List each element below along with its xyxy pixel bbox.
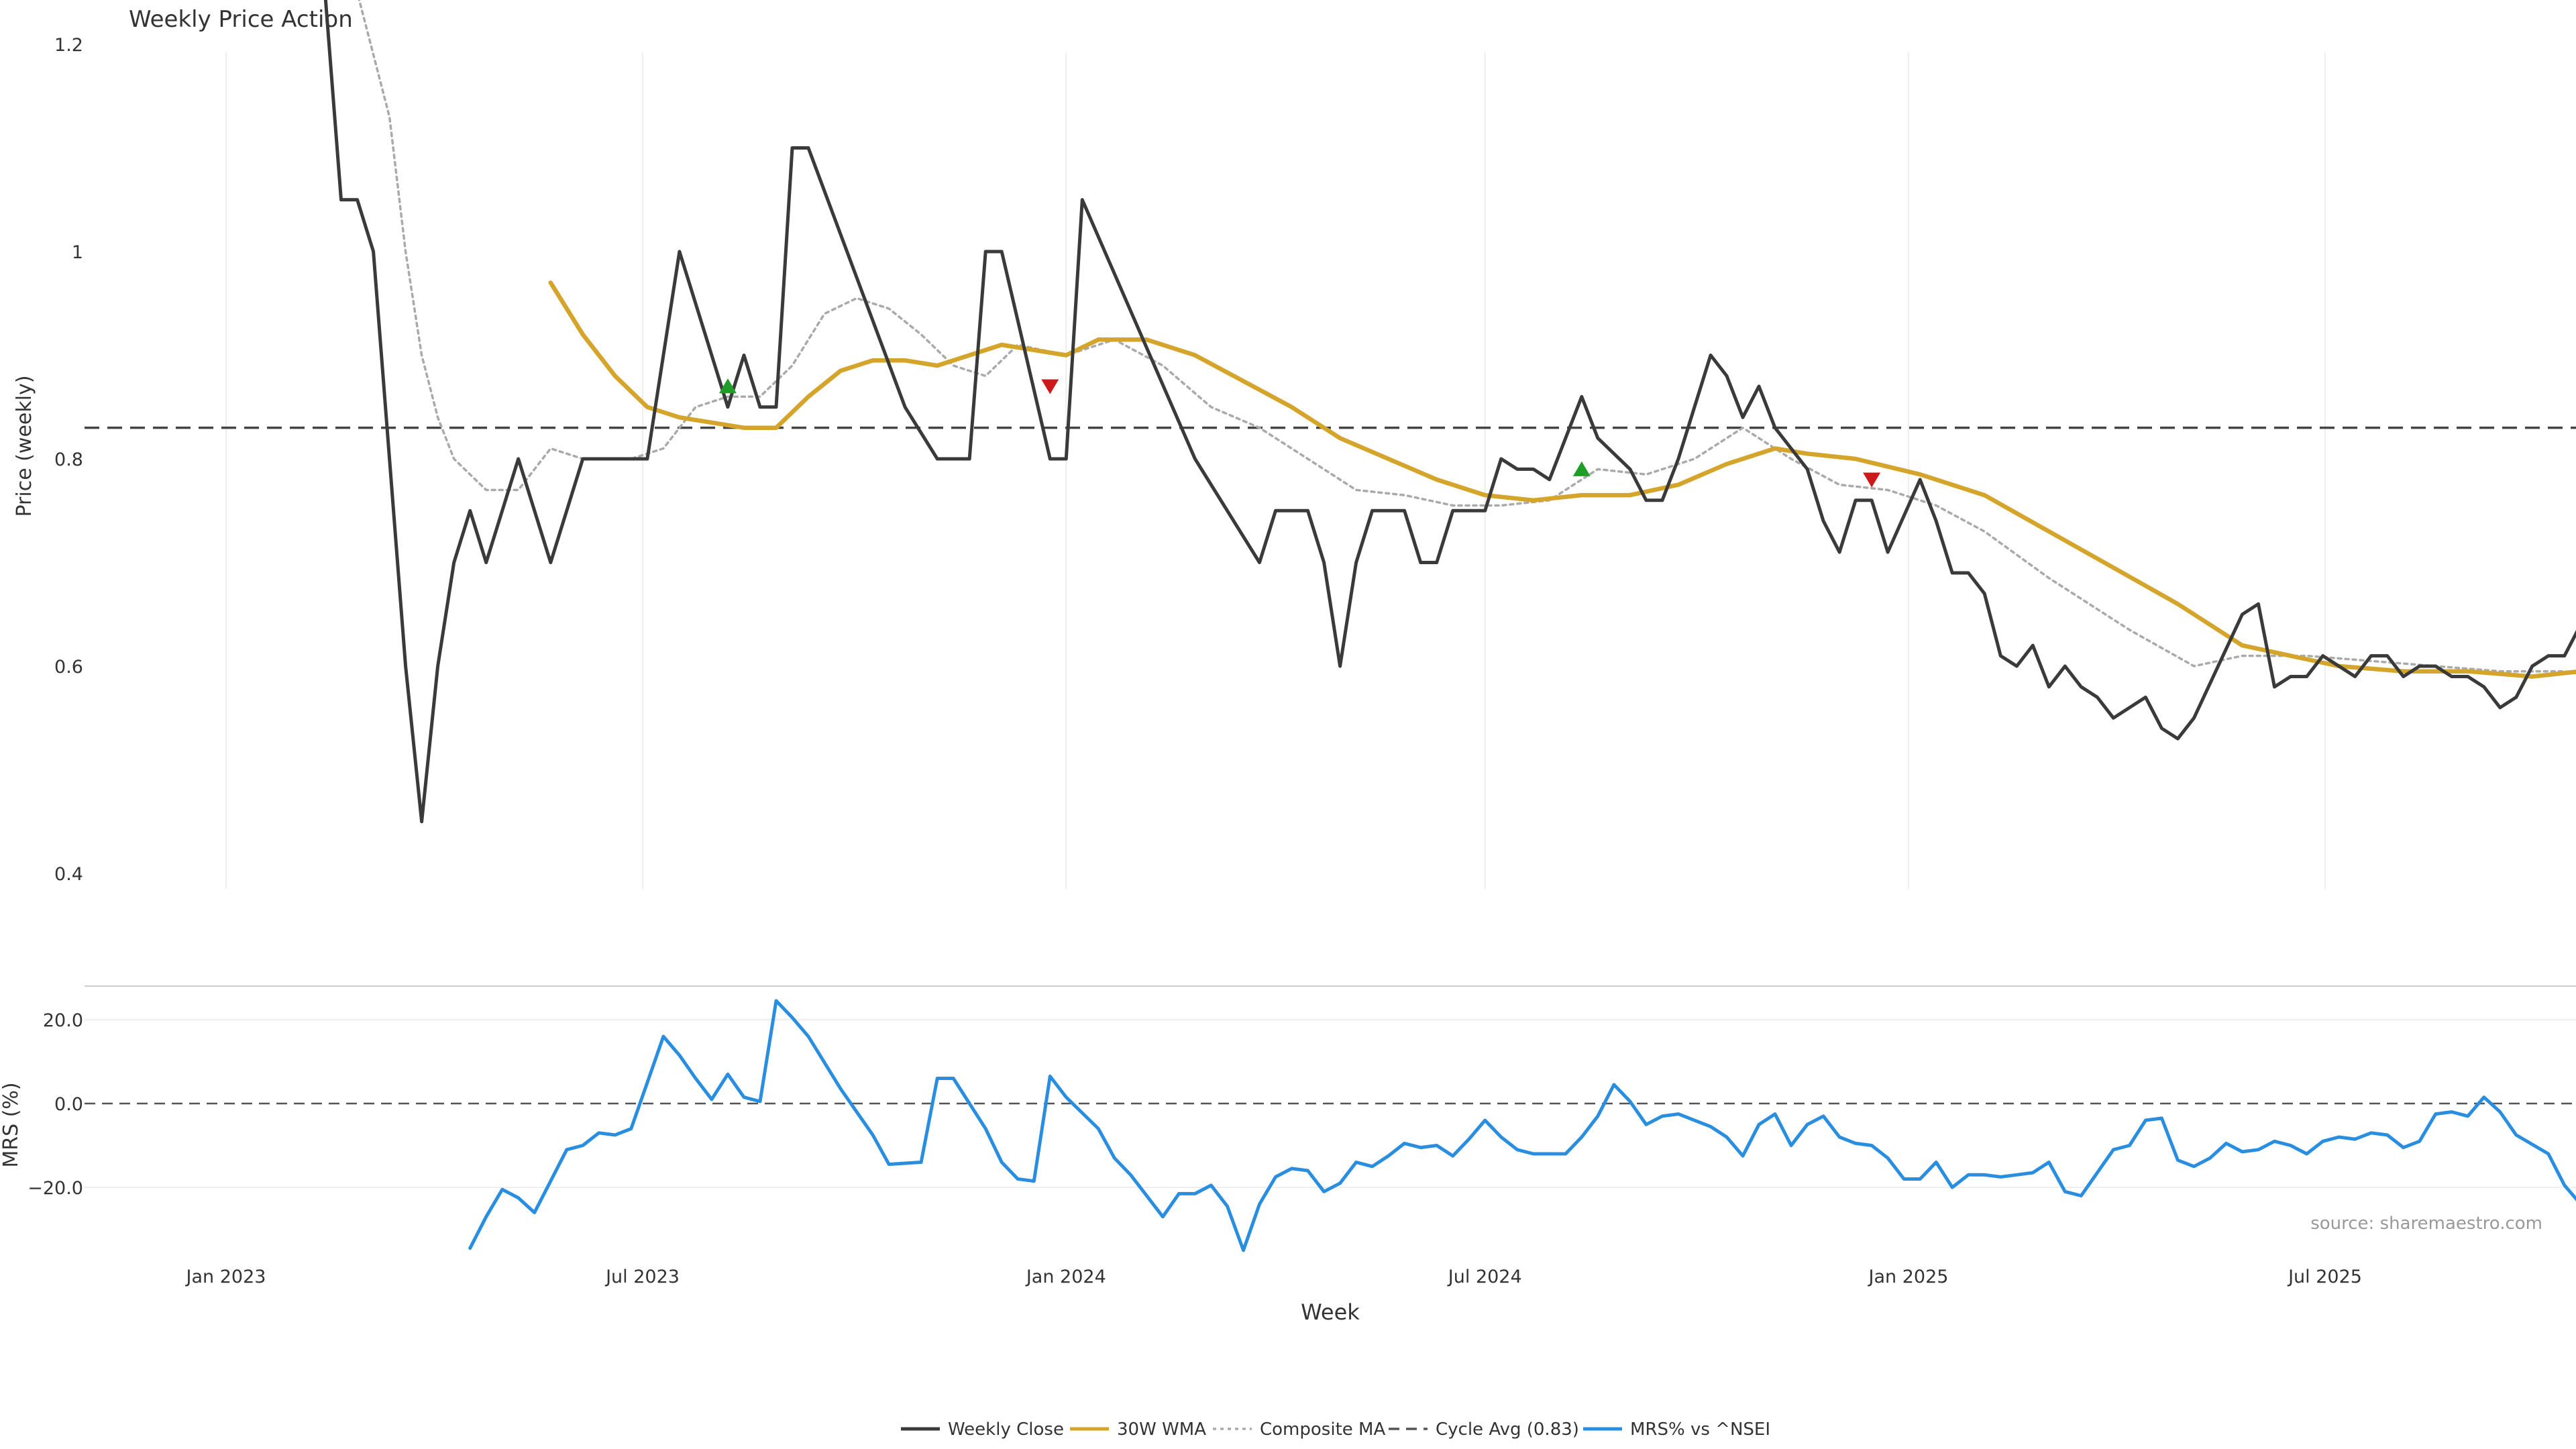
buy-signal-marker [718,378,737,394]
price-y-tick-labels: 0.40.60.811.21.41.61.8 [54,35,83,885]
x-axis-label: Week [1301,1299,1360,1325]
composite-ma-line [358,0,2576,675]
mrs-line [468,999,2576,1252]
legend-item: Composite MA [1213,1419,1385,1440]
legend-label: Cycle Avg (0.83) [1436,1419,1579,1440]
x-tick-labels: Jan 2023 Jul 2023 Jan 2024 Jul 2024 Jan 2025… [185,1267,2362,1287]
mrs-y-axis-label: MRS (%) [0,1082,23,1167]
price-gridlines [225,52,2326,889]
sell-signal-marker [1041,379,1059,394]
price-y-tick: 0.6 [54,657,83,678]
mrs-y-tick-labels: 20.0 0.0 −20.0 [28,1010,83,1199]
signal-markers [718,378,1881,488]
price-y-tick: 0.4 [54,864,83,885]
price-y-axis-label: Price (weekly) [13,375,36,517]
source-credit: source: sharemaestro.com [2310,1214,2542,1234]
legend-label: Composite MA [1260,1419,1385,1440]
x-tick: Jan 2025 [1868,1267,1949,1287]
legend-item: Weekly Close [901,1419,1064,1440]
chart-title: Weekly Price Action [129,6,353,33]
wma-30w-line [548,280,2576,679]
x-tick: Jan 2024 [1025,1267,1106,1287]
legend-item: 30W WMA [1070,1419,1206,1440]
legend-item: MRS% vs ^NSEI [1583,1419,1770,1440]
legend: Weekly Close 30W WMA Composite MA Cycle Avg… [901,1419,1770,1440]
x-tick: Jul 2025 [2287,1267,2362,1287]
legend-label: 30W WMA [1117,1419,1206,1440]
mrs-y-tick: 0.0 [54,1094,83,1115]
price-series [323,0,2576,824]
legend-label: MRS% vs ^NSEI [1630,1419,1770,1440]
weekly-close-line [323,0,2576,824]
x-tick: Jul 2023 [604,1267,680,1287]
mrs-y-tick: −20.0 [28,1178,83,1199]
price-y-tick: 0.8 [54,449,83,470]
x-tick: Jan 2023 [185,1267,266,1287]
mrs-panel: 20.0 0.0 −20.0 MRS (%) source: sharemaestr… [0,999,2576,1252]
price-y-tick: 1 [72,242,83,263]
buy-signal-marker [1572,461,1591,476]
sell-signal-marker [1863,472,1881,488]
legend-item: Cycle Avg (0.83) [1389,1419,1579,1440]
price-panel: 0.40.60.811.21.41.61.8 Price (weekly) [13,0,2576,889]
mrs-series [468,999,2576,1252]
legend-label: Weekly Close [948,1419,1064,1440]
mrs-y-tick: 20.0 [43,1010,83,1031]
price-y-tick: 1.2 [54,35,83,56]
x-tick: Jul 2024 [1447,1267,1522,1287]
